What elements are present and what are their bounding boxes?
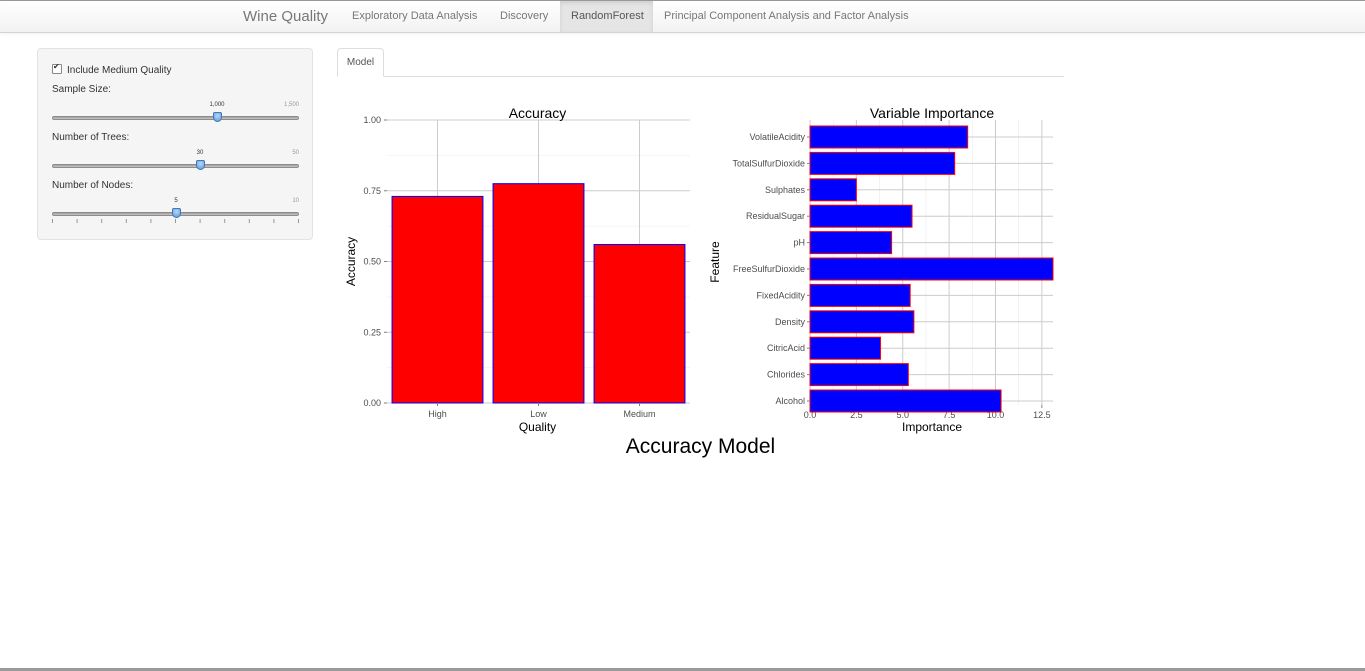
- sidebar-panel: Include Medium Quality Sample Size: 1,00…: [37, 48, 313, 240]
- top-border: [0, 0, 1365, 1]
- importance-x-tick-label: 10.0: [987, 410, 1005, 420]
- importance-y-tick-label: ResidualSugar: [746, 211, 805, 221]
- importance-bar-alcohol: [809, 389, 1002, 413]
- accuracy-x-tick-label: Low: [530, 409, 547, 419]
- accuracy-bar-high: [391, 195, 484, 404]
- importance-bar-chlorides: [809, 363, 909, 387]
- importance-x-tick-label: 12.5: [1033, 410, 1051, 420]
- number-of-nodes-handle[interactable]: [172, 208, 181, 218]
- importance-x-tick-label: 5.0: [896, 410, 909, 420]
- importance-y-tick-label: pH: [793, 238, 805, 248]
- include-medium-quality-label: Include Medium Quality: [67, 65, 172, 76]
- importance-y-tick-label: Sulphates: [765, 185, 806, 195]
- importance-y-tick-label: TotalSulfurDioxide: [732, 158, 805, 168]
- number-of-trees-max: 50: [292, 150, 299, 156]
- tab-randomforest[interactable]: RandomForest: [560, 1, 653, 32]
- accuracy-y-tick-label: 0.75: [363, 186, 381, 196]
- sample-size-handle[interactable]: [213, 112, 222, 122]
- accuracy-y-tick-label: 0.00: [363, 398, 381, 408]
- number-of-trees-value: 30: [196, 150, 204, 156]
- tab-discovery[interactable]: Discovery: [500, 10, 549, 22]
- include-medium-quality-checkbox[interactable]: [52, 62, 62, 74]
- sample-size-max: 1,500: [283, 102, 299, 108]
- number-of-nodes-value: 5: [174, 198, 178, 204]
- number-of-nodes-label: Number of Nodes:: [52, 180, 134, 191]
- importance-bar-ph: [809, 231, 893, 255]
- accuracy-bar-low: [492, 183, 585, 404]
- importance-bar-fixedacidity: [809, 283, 911, 307]
- importance-bar-freesulfurdioxide: [809, 257, 1054, 281]
- importance-y-tick-label: Chlorides: [767, 370, 806, 380]
- importance-y-tick-label: VolatileAcidity: [749, 132, 805, 142]
- importance-bar-citricacid: [809, 336, 881, 360]
- main-plot-title: Accuracy Model: [625, 435, 776, 458]
- plot-output: 0.00 0.25 0.50 0.75 1.00 High Low Medium Accurac…: [344, 105, 1054, 434]
- importance-y-axis-label: Feature: [708, 241, 722, 283]
- brand-title[interactable]: Wine Quality: [243, 8, 329, 25]
- number-of-trees-handle[interactable]: [196, 160, 205, 170]
- sample-size-track[interactable]: [52, 116, 299, 120]
- number-of-nodes-ticks: [52, 219, 299, 223]
- importance-x-tick-label: 7.5: [943, 410, 956, 420]
- accuracy-x-tick-label: High: [428, 409, 447, 419]
- importance-bar-volatileacidity: [809, 125, 969, 149]
- sample-size-slider[interactable]: 1,000 1,500: [52, 102, 299, 126]
- accuracy-y-tick-label: 0.50: [363, 257, 381, 267]
- number-of-trees-track[interactable]: [52, 164, 299, 168]
- tab-model[interactable]: Model: [337, 48, 384, 77]
- include-medium-quality-row[interactable]: Include Medium Quality: [52, 62, 172, 76]
- importance-bar-residualsugar: [809, 204, 913, 228]
- accuracy-bar-medium: [593, 244, 686, 404]
- accuracy-x-axis-label: Quality: [519, 420, 556, 434]
- accuracy-chart-title: Accuracy: [509, 105, 567, 121]
- importance-bar-sulphates: [809, 178, 857, 202]
- bottom-border: [0, 668, 1365, 671]
- importance-y-tick-label: Alcohol: [775, 396, 805, 406]
- tab-pca-factor-analysis[interactable]: Principal Component Analysis and Factor …: [664, 10, 909, 22]
- number-of-trees-label: Number of Trees:: [52, 132, 130, 143]
- accuracy-y-axis-label: Accuracy: [344, 237, 358, 286]
- accuracy-y-tick-label: 1.00: [363, 115, 381, 125]
- navbar: Wine Quality Exploratory Data Analysis D…: [0, 1, 1365, 33]
- sample-size-label: Sample Size:: [52, 84, 111, 95]
- tab-exploratory-data-analysis[interactable]: Exploratory Data Analysis: [352, 10, 478, 22]
- tabset-border: [337, 76, 1064, 77]
- importance-y-tick-label: Density: [775, 317, 806, 327]
- importance-y-tick-label: CitricAcid: [767, 343, 805, 353]
- importance-bar-totalsulfurdioxide: [809, 151, 956, 175]
- accuracy-y-tick-label: 0.25: [363, 327, 381, 337]
- importance-x-tick-label: 0.0: [804, 410, 817, 420]
- importance-chart-title: Variable Importance: [870, 105, 994, 121]
- number-of-nodes-max: 10: [292, 198, 299, 204]
- importance-bar-density: [809, 310, 915, 334]
- importance-y-tick-label: FreeSulfurDioxide: [733, 264, 805, 274]
- number-of-trees-slider[interactable]: 30 50: [52, 150, 299, 174]
- importance-y-tick-label: FixedAcidity: [756, 290, 805, 300]
- importance-x-tick-label: 2.5: [850, 410, 863, 420]
- sample-size-value: 1,000: [209, 102, 225, 108]
- importance-x-axis-label: Importance: [902, 420, 962, 434]
- number-of-nodes-slider[interactable]: 5 10: [52, 198, 299, 223]
- accuracy-x-tick-label: Medium: [623, 409, 655, 419]
